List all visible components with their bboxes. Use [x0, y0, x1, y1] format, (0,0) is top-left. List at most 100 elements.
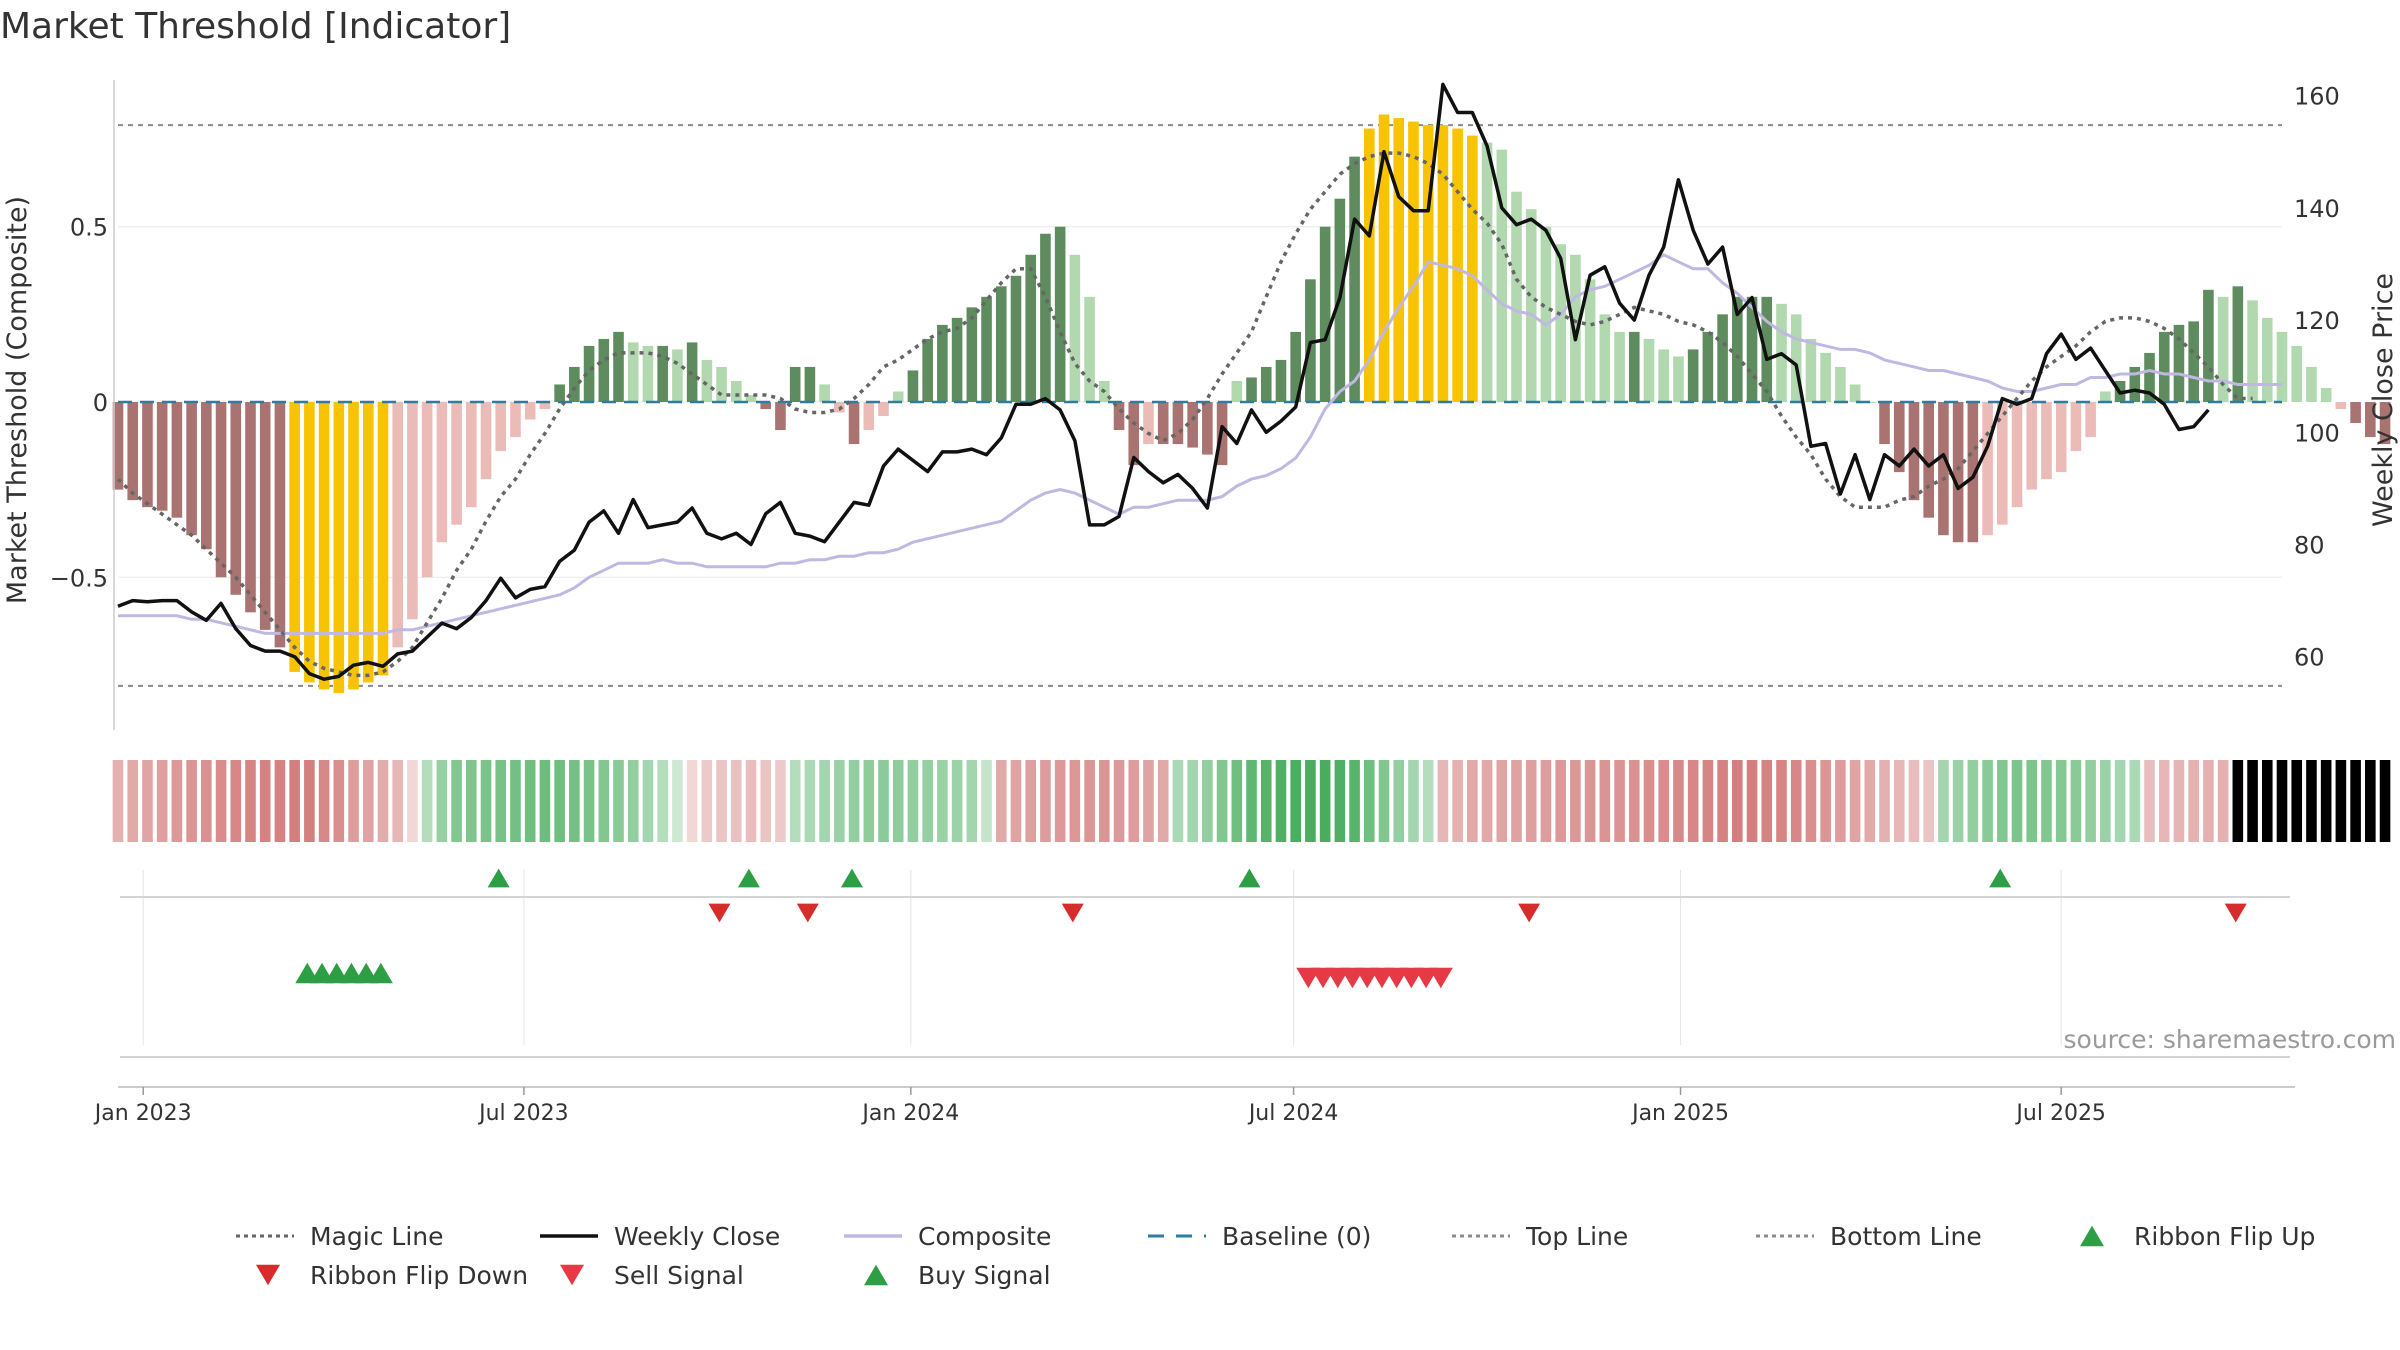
- ribbon-cell: [1290, 760, 1301, 842]
- ribbon-cell: [554, 760, 565, 842]
- composite-bar: [598, 338, 610, 402]
- composite-bar: [1010, 275, 1022, 402]
- composite-bar: [1393, 118, 1405, 402]
- composite-bar: [1849, 384, 1861, 402]
- composite-bar: [2261, 317, 2273, 402]
- composite-bar: [642, 345, 654, 402]
- composite-bar: [1967, 402, 1979, 543]
- composite-bar: [789, 366, 801, 402]
- ribbon-flip-down-marker: [1061, 903, 1084, 923]
- composite-bar: [1982, 402, 1993, 536]
- ribbon-cell: [304, 760, 315, 842]
- composite-bar: [215, 402, 227, 578]
- legend-item: Composite: [844, 1222, 1051, 1251]
- composite-bar: [583, 345, 595, 402]
- ribbon-cell: [1319, 760, 1331, 842]
- ribbon-cell: [539, 760, 551, 842]
- weekly-close-line: [117, 82, 2210, 681]
- composite-bar: [2011, 402, 2023, 508]
- y2-tick-label: 160: [2294, 83, 2340, 111]
- ribbon-cell: [1790, 760, 1802, 842]
- ribbon-flip-up-marker: [840, 868, 863, 888]
- series-lines: [116, 82, 2282, 681]
- ribbon-cell: [1599, 760, 1611, 842]
- composite-bar: [1923, 402, 1934, 518]
- magic-line: [116, 151, 2253, 678]
- ribbon-cell: [318, 760, 330, 842]
- ribbon-cell: [1761, 760, 1773, 842]
- composite-bar: [1658, 349, 1670, 402]
- ribbon-cell: [892, 760, 904, 842]
- composite-bar: [627, 342, 639, 402]
- ribbon-cell: [230, 760, 242, 842]
- ribbon-cell: [1128, 760, 1140, 842]
- ribbon-cell: [201, 760, 212, 842]
- legend-item: Ribbon Flip Down: [256, 1261, 528, 1290]
- composite-bar: [1113, 402, 1125, 431]
- composite-bar: [1525, 209, 1537, 402]
- ribbon-cell: [2365, 760, 2376, 842]
- legend-label: Weekly Close: [614, 1222, 780, 1251]
- composite-bar: [1246, 377, 1257, 402]
- ribbon-cell: [569, 760, 580, 842]
- ribbon-cell: [2291, 760, 2303, 842]
- ribbon-cell: [1996, 760, 2008, 842]
- composite-bar: [745, 394, 757, 402]
- composite-bar: [1790, 314, 1802, 402]
- composite-bar: [421, 402, 433, 578]
- composite-bar: [657, 345, 668, 402]
- composite-bar: [1025, 254, 1037, 402]
- composite-bar: [1540, 226, 1552, 402]
- x-tick-label: Jan 2023: [93, 1101, 192, 1126]
- ribbon-cell: [259, 760, 271, 842]
- composite-bar: [1599, 314, 1611, 402]
- sell-signal-marker: [1428, 967, 1453, 989]
- ribbon-cell: [1246, 760, 1257, 842]
- composite-bar: [2350, 402, 2361, 424]
- composite-bar: [142, 402, 153, 508]
- composite-bar: [480, 402, 492, 480]
- composite-bar: [1054, 226, 1066, 402]
- ribbon-cell: [848, 760, 860, 842]
- ribbon-cell: [1967, 760, 1979, 842]
- ribbon-cell: [2203, 760, 2214, 842]
- composite-bar: [730, 380, 742, 402]
- composite-bar: [1305, 279, 1316, 402]
- ribbon-cell: [2011, 760, 2023, 842]
- legend-item: Bottom Line: [1756, 1222, 1982, 1251]
- composite-bar: [2070, 402, 2082, 452]
- composite-bar: [863, 402, 875, 431]
- ribbon-flip-up-marker: [737, 868, 760, 888]
- composite-bar: [407, 402, 418, 620]
- composite-bar: [1732, 296, 1743, 402]
- ribbon-cell: [1187, 760, 1198, 842]
- ribbon-cell: [1702, 760, 1714, 842]
- legend-item: Buy Signal: [864, 1261, 1051, 1290]
- composite-bar: [1614, 331, 1625, 402]
- composite-bar: [2320, 387, 2332, 402]
- composite-bar: [569, 366, 580, 402]
- ribbon-cell: [1113, 760, 1125, 842]
- ribbon-cell: [1084, 760, 1095, 842]
- y2-tick-label: 120: [2294, 307, 2340, 335]
- ribbon-cell: [1334, 760, 1346, 842]
- ribbon-cell: [1216, 760, 1228, 842]
- legend-item: Weekly Close: [540, 1222, 780, 1251]
- composite-bar: [878, 402, 889, 417]
- ribbon-cell: [1687, 760, 1699, 842]
- ribbon-cell: [2335, 760, 2347, 842]
- ribbon-cell: [981, 760, 992, 842]
- composite-bar: [2217, 296, 2229, 402]
- legend-marker-up: [864, 1264, 888, 1286]
- composite-bar: [1467, 135, 1478, 402]
- ribbon-cell: [1481, 760, 1493, 842]
- composite-bar: [1687, 349, 1699, 402]
- ribbon-cell: [1746, 760, 1758, 842]
- ribbon-cell: [863, 760, 875, 842]
- ribbon-cell: [1172, 760, 1184, 842]
- y-tick-label: 0: [93, 389, 108, 417]
- legend-marker-down: [256, 1264, 280, 1286]
- ribbon-cell: [1511, 760, 1522, 842]
- composite-bar: [156, 402, 168, 511]
